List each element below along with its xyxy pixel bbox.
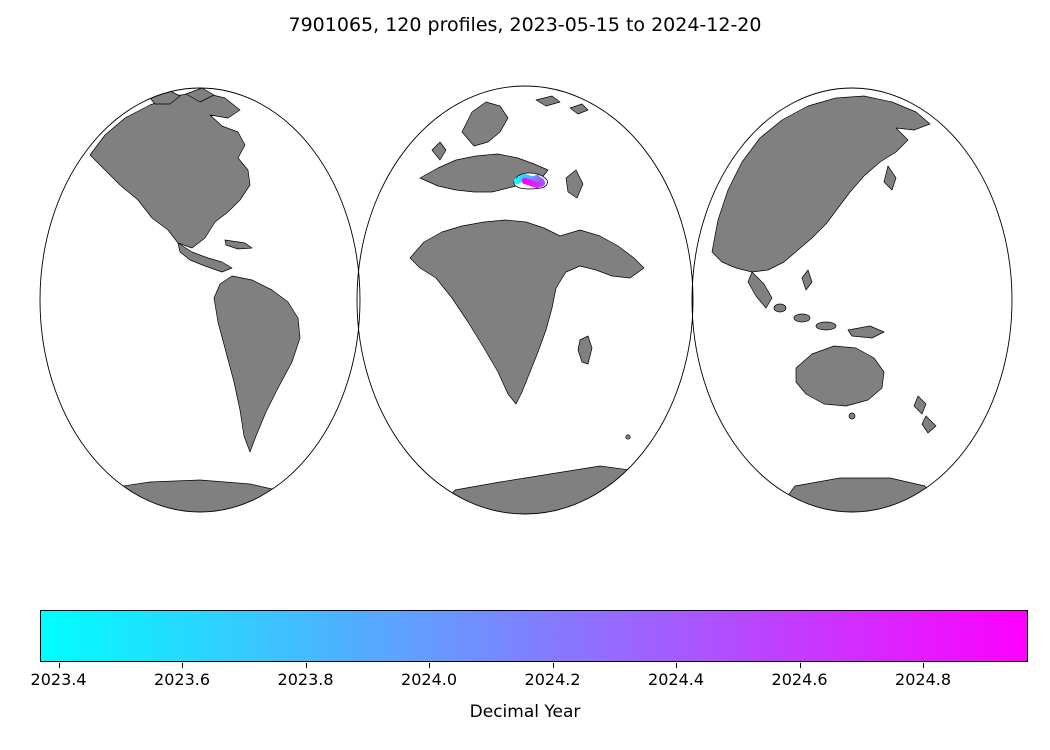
- tick-label: 2024.8: [895, 670, 952, 689]
- colorbar-tickmarks: [40, 663, 1028, 668]
- world-map: [0, 50, 1050, 590]
- tick-label: 2024.2: [524, 670, 581, 689]
- tick-label: 2023.8: [277, 670, 334, 689]
- colorbar-tick-labels: 2023.4 2023.6 2023.8 2024.0 2024.2 2024.…: [31, 670, 1028, 692]
- tick-label: 2024.6: [771, 670, 828, 689]
- map-svg: [39, 85, 1013, 515]
- figure-title: 7901065, 120 profiles, 2023-05-15 to 202…: [288, 14, 762, 36]
- float-trajectory-dots: [513, 173, 546, 189]
- colorbar-axis-label: Decimal Year: [469, 702, 581, 722]
- tick-label: 2023.4: [30, 670, 87, 689]
- tick-label: 2024.0: [401, 670, 458, 689]
- tick-label: 2024.4: [648, 670, 705, 689]
- tick-label: 2023.6: [154, 670, 211, 689]
- map-lobe-outlines: [39, 85, 1013, 515]
- colorbar: [40, 610, 1028, 662]
- landmass-europe-africa: [409, 95, 681, 514]
- landmass-americas: [89, 88, 301, 512]
